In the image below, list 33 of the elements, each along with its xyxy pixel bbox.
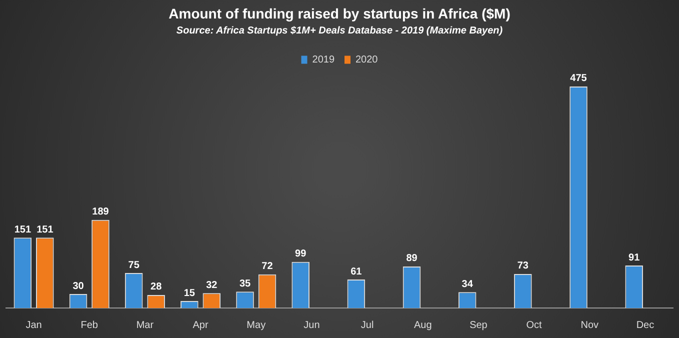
chart-title: Amount of funding raised by startups in Africa ($M) [168, 5, 510, 22]
data-label: 28 [150, 282, 162, 293]
x-tick-label: Mar [136, 320, 154, 331]
x-tick-label: Jun [304, 320, 320, 331]
data-label: 30 [72, 280, 84, 292]
data-label: 34 [462, 278, 474, 290]
x-tick-label: May [246, 320, 266, 331]
data-label: 475 [570, 73, 588, 84]
data-label: 35 [239, 278, 252, 290]
data-label: 91 [628, 252, 640, 264]
data-label: 189 [92, 206, 110, 218]
data-label: 151 [36, 224, 54, 236]
data-label: 61 [350, 266, 362, 278]
x-tick-label: Dec [636, 320, 654, 331]
data-label: 32 [206, 280, 218, 291]
x-tick-label: Apr [192, 320, 209, 331]
chart-subtitle: Source: Africa Startups $1M+ Deals Database - 2019 (Maxime Bayen) [176, 26, 504, 37]
x-tick-label: Jul [360, 320, 374, 331]
x-tick-label: Nov [580, 320, 599, 331]
x-tick-label: Jan [26, 320, 42, 331]
data-label: 73 [517, 260, 529, 272]
data-label: 75 [128, 260, 140, 271]
x-tick-label: Feb [80, 320, 98, 331]
data-label: 99 [295, 248, 307, 260]
data-label: 72 [262, 261, 274, 272]
x-tick-label: Oct [526, 320, 542, 331]
data-label: 89 [406, 253, 418, 264]
x-tick-label: Sep [470, 320, 488, 331]
x-tick-label: Aug [414, 320, 432, 331]
data-label: 15 [184, 288, 196, 299]
legend-label: 2020 [356, 54, 378, 66]
legend-label: 2019 [312, 54, 335, 66]
data-label: 151 [14, 224, 32, 236]
